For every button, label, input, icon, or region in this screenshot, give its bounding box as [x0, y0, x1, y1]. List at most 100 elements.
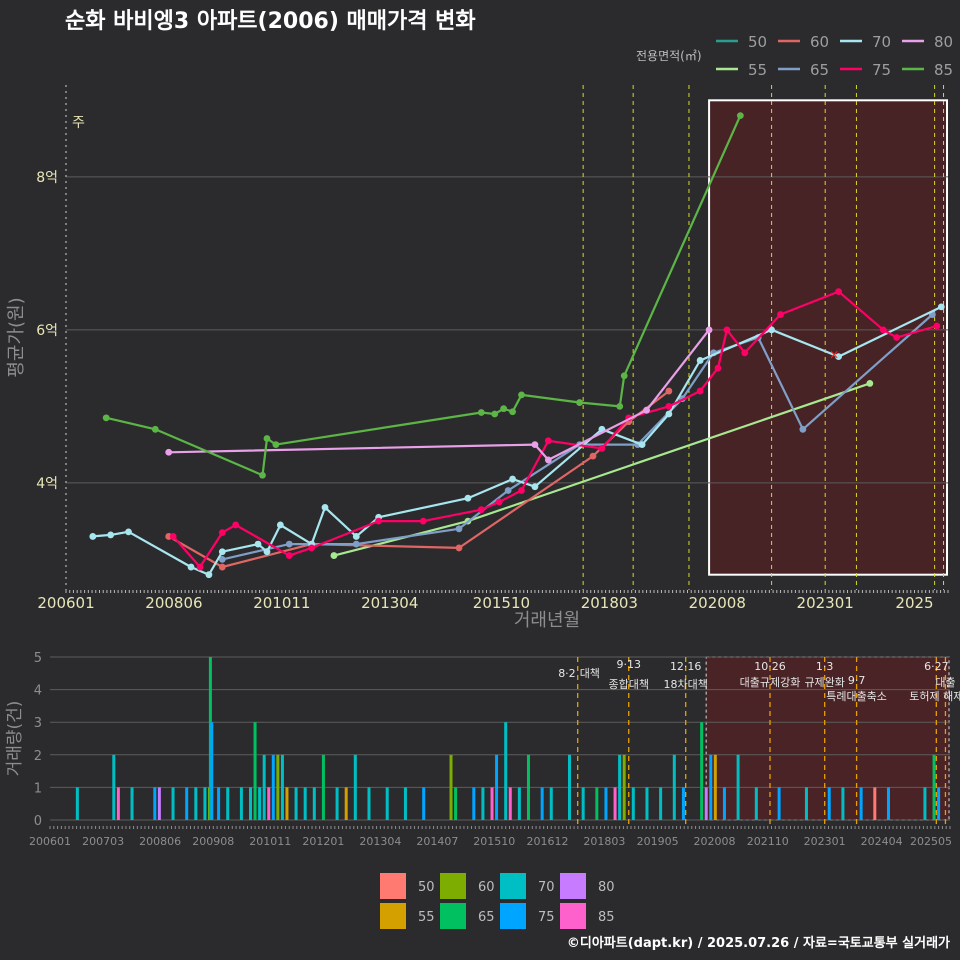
point-55-2: [866, 380, 874, 387]
legend-top: 전용면적(㎡) 50 55 60 65 70 75 80 85: [636, 33, 953, 79]
policy-date-5: 9·7: [848, 674, 866, 687]
volume-bar-35: [422, 787, 426, 820]
x2-tick-label-6: 201304: [359, 835, 401, 848]
point-85-8: [509, 408, 516, 416]
point-85-3: [263, 435, 271, 442]
x2-tick-label-8: 201510: [473, 835, 515, 848]
x2-tick-label-15: 202404: [861, 835, 903, 848]
point-85-11: [616, 402, 624, 410]
x2-tick-label-3: 200908: [192, 835, 234, 848]
x2-tick-label-2: 200806: [139, 835, 181, 848]
point-85-9: [518, 391, 525, 399]
point-75-9: [495, 498, 503, 506]
point-70-5: [218, 548, 226, 556]
point-70-13: [464, 494, 472, 502]
x2-tick-label-0: 200601: [29, 835, 71, 848]
point-70-8: [276, 521, 284, 529]
legend2-swatch-65: [440, 903, 466, 929]
y2-tick-label-1: 1: [34, 781, 42, 796]
volume-bar-44: [517, 787, 521, 820]
point-85-5: [477, 409, 485, 416]
volume-bar-22: [276, 754, 280, 820]
point-70-21: [835, 353, 842, 361]
point-60-4: [589, 452, 597, 460]
volume-bar-27: [312, 787, 316, 820]
volume-bar-32: [367, 787, 371, 820]
point-85-13: [736, 112, 744, 120]
volume-bar-5: [157, 787, 161, 820]
point-70-17: [638, 441, 646, 449]
point-70-14: [509, 475, 516, 483]
point-70-6: [254, 540, 262, 548]
legend2-label-65: 65: [478, 910, 495, 925]
point-80-1: [531, 441, 539, 449]
volume-bar-17: [253, 722, 257, 820]
legend2-swatch-50: [380, 873, 406, 899]
point-75-8: [477, 506, 485, 514]
volume-bar-9: [203, 787, 207, 820]
policy-label-7: 대출: [935, 676, 955, 689]
volume-bar-12: [210, 722, 214, 820]
point-65-2: [352, 540, 360, 548]
volume-bar-48: [567, 754, 571, 820]
point-55-0: [330, 552, 338, 559]
legend-title: 전용면적(㎡): [636, 49, 702, 63]
x2-tick-label-13: 202110: [747, 835, 789, 848]
volume-bar-37: [454, 787, 458, 820]
policy-date-3: 10·26: [754, 660, 786, 673]
volume-bar-15: [239, 787, 243, 820]
x2-tick-label-16: 202505: [910, 835, 952, 848]
point-75-15: [696, 387, 704, 395]
series-85: [102, 112, 744, 479]
volume-bar-70: [841, 787, 845, 820]
x-tick-label-5: 201803: [581, 594, 638, 612]
point-75-5: [308, 544, 316, 552]
volume-bar-55: [631, 787, 635, 820]
x2-tick-label-5: 201201: [302, 835, 344, 848]
point-65-0: [218, 555, 226, 563]
point-75-6: [375, 517, 383, 525]
volume-bar-64: [722, 787, 726, 820]
volume-bar-24: [285, 787, 289, 820]
y-tick-label-2: 8억: [36, 170, 58, 186]
legend2-swatch-85: [560, 903, 586, 929]
point-75-2: [218, 529, 226, 537]
volume-bar-49: [581, 787, 585, 820]
legend2-swatch-75: [500, 903, 526, 929]
point-85-2: [259, 471, 266, 479]
policy-date-2: 12·16: [670, 660, 702, 673]
y2-tick-label-0: 0: [34, 814, 42, 829]
point-75-1: [196, 563, 204, 571]
volume-bar-0: [75, 787, 79, 820]
legend2-swatch-80: [560, 873, 586, 899]
point-75-23: [933, 322, 941, 330]
volume-bar-42: [504, 722, 508, 820]
volume-bar-54: [622, 754, 626, 820]
point-70-20: [768, 326, 775, 334]
legend2-swatch-60: [440, 873, 466, 899]
y2-tick-label-4: 4: [34, 684, 42, 699]
y2-tick-label-5: 5: [34, 651, 42, 666]
volume-bar-16: [249, 787, 253, 820]
point-80-0: [165, 448, 173, 456]
policy-date-0: 8·2: [558, 667, 576, 680]
legend-label-80: 80: [934, 33, 953, 51]
point-75-16: [714, 364, 722, 372]
volume-bar-34: [403, 787, 407, 820]
volume-bar-58: [672, 754, 676, 820]
volume-bar-52: [613, 787, 617, 820]
volume-bar-25: [294, 787, 298, 820]
volume-bar-38: [472, 787, 476, 820]
series-line-65: [222, 313, 934, 561]
x2-tick-label-1: 200703: [82, 835, 124, 848]
point-75-12: [598, 445, 606, 452]
x2-tick-label-10: 201803: [583, 835, 625, 848]
point-60-6: [665, 387, 673, 395]
point-75-0: [169, 533, 177, 540]
point-60-3: [455, 544, 463, 552]
legend2-swatch-70: [500, 873, 526, 899]
legend2-label-85: 85: [598, 910, 615, 925]
x-axis-label: 거래년월: [514, 610, 580, 631]
point-70-2: [125, 528, 132, 536]
volume-bar-72: [873, 787, 877, 820]
